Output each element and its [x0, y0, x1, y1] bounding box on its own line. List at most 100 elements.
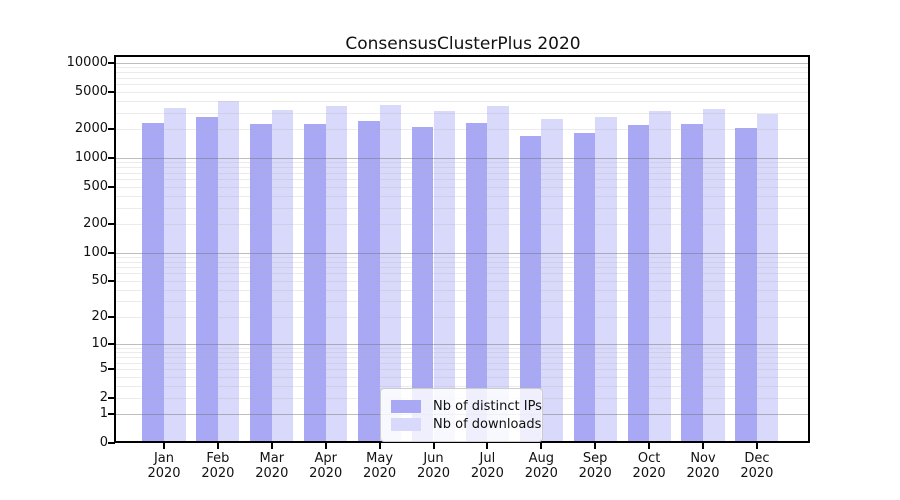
y-tick-label-5: 5 — [99, 361, 108, 377]
x-tick-month-apr: Apr — [314, 451, 337, 466]
y-tick-10000 — [108, 61, 115, 64]
y-tick-1 — [108, 413, 115, 416]
y-tick-5 — [108, 368, 115, 371]
legend-item-downloads: Nb of downloads — [391, 416, 541, 432]
x-tick-feb — [216, 443, 219, 449]
y-tick-label-10: 10 — [91, 336, 108, 352]
y-tick-2000 — [108, 128, 115, 131]
y-tick-100 — [108, 251, 115, 254]
y-tick-label-2: 2 — [99, 389, 108, 405]
x-tick-year-aug: 2020 — [524, 466, 558, 481]
y-tick-label-200: 200 — [83, 216, 108, 232]
x-tick-may — [378, 443, 381, 449]
x-tick-year-jun: 2020 — [416, 466, 451, 481]
x-tick-month-may: May — [366, 451, 394, 466]
bar-nb-of-distinct-ips-oct — [627, 125, 650, 443]
y-tick-label-1: 1 — [99, 406, 108, 422]
bar-nb-of-distinct-ips-dec — [735, 128, 757, 443]
x-tick-month-oct: Oct — [637, 451, 661, 466]
bar-nb-of-distinct-ips-jan — [142, 123, 164, 443]
y-tick-label-100: 100 — [83, 244, 108, 260]
legend-swatch-distinct-ips-icon — [391, 399, 421, 413]
x-tick-label-dec: Dec 2020 — [725, 451, 789, 481]
y-tick-20 — [108, 316, 115, 319]
x-tick-year-feb: 2020 — [201, 466, 235, 481]
plot-area: Nb of distinct IPs Nb of downloads — [116, 57, 810, 443]
bar-nb-of-downloads-nov — [703, 109, 725, 443]
bar-nb-of-distinct-ips-mar — [250, 123, 272, 443]
x-tick-nov — [702, 443, 704, 449]
chart-title: ConsensusClusterPlus 2020 — [345, 34, 581, 54]
y-tick-label-500: 500 — [83, 178, 108, 194]
bar-nb-of-distinct-ips-aug — [519, 135, 542, 443]
legend: Nb of distinct IPs Nb of downloads — [380, 388, 543, 442]
x-tick-mar — [270, 443, 273, 449]
x-tick-label-feb: Feb 2020 — [186, 451, 250, 481]
y-tick-2 — [108, 396, 115, 399]
x-tick-month-feb: Feb — [206, 451, 230, 466]
bar-nb-of-downloads-jul — [487, 105, 509, 443]
y-tick-label-2000: 2000 — [74, 121, 108, 137]
x-tick-year-jul: 2020 — [470, 466, 504, 481]
bar-nb-of-downloads-oct — [649, 110, 671, 443]
x-tick-label-sep: Sep 2020 — [563, 451, 627, 481]
legend-item-distinct-ips: Nb of distinct IPs — [391, 398, 542, 414]
y-tick-label-50: 50 — [91, 272, 108, 288]
x-tick-jan — [163, 443, 165, 449]
x-tick-month-dec: Dec — [744, 451, 770, 466]
x-tick-dec — [755, 443, 758, 449]
bar-nb-of-downloads-feb — [217, 101, 240, 443]
legend-label-distinct-ips: Nb of distinct IPs — [433, 398, 542, 414]
bar-nb-of-distinct-ips-jul — [465, 123, 488, 443]
y-tick-label-0: 0 — [99, 435, 108, 450]
x-tick-year-dec: 2020 — [740, 466, 774, 481]
x-tick-label-oct: Oct 2020 — [617, 451, 681, 481]
x-tick-sep — [594, 443, 597, 449]
x-tick-year-may: 2020 — [363, 466, 397, 481]
x-tick-label-mar: Mar 2020 — [240, 451, 304, 481]
x-tick-aug — [540, 443, 543, 449]
y-tick-label-5000: 5000 — [74, 83, 108, 99]
bar-nb-of-distinct-ips-apr — [304, 124, 326, 443]
bar-nb-of-downloads-apr — [325, 105, 348, 443]
x-tick-year-jan: 2020 — [147, 466, 181, 481]
bar-nb-of-distinct-ips-nov — [681, 124, 703, 443]
x-tick-year-mar: 2020 — [255, 466, 289, 481]
x-tick-label-apr: Apr 2020 — [294, 451, 358, 481]
bar-nb-of-downloads-mar — [271, 109, 294, 443]
y-tick-label-20: 20 — [91, 309, 108, 325]
y-tick-500 — [108, 185, 115, 188]
x-tick-label-jun: Jun 2020 — [402, 451, 466, 481]
y-tick-10 — [108, 343, 115, 346]
bars-layer — [116, 57, 810, 443]
x-tick-month-mar: Mar — [259, 451, 285, 466]
bar-nb-of-downloads-dec — [756, 114, 779, 443]
x-tick-oct — [648, 443, 651, 449]
x-tick-label-may: May 2020 — [348, 451, 412, 481]
x-tick-year-nov: 2020 — [686, 466, 720, 481]
bar-nb-of-distinct-ips-jun — [411, 126, 434, 443]
y-tick-0 — [108, 442, 115, 444]
x-tick-month-sep: Sep — [582, 451, 608, 466]
y-tick-5000 — [108, 90, 115, 93]
x-tick-label-jul: Jul 2020 — [455, 451, 519, 481]
bar-nb-of-distinct-ips-sep — [573, 132, 596, 443]
y-tick-label-10000: 10000 — [66, 54, 108, 70]
x-tick-year-sep: 2020 — [578, 466, 612, 481]
bar-nb-of-downloads-jan — [164, 107, 186, 443]
y-tick-200 — [108, 223, 115, 226]
legend-swatch-downloads-icon — [391, 417, 421, 431]
x-tick-month-nov: Nov — [690, 451, 716, 466]
bar-nb-of-downloads-sep — [595, 116, 617, 443]
y-tick-label-1000: 1000 — [74, 149, 108, 165]
x-tick-month-jul: Jul — [479, 451, 496, 466]
y-tick-50 — [108, 279, 115, 282]
x-tick-label-jan: Jan 2020 — [132, 451, 196, 481]
bar-nb-of-downloads-may — [379, 105, 402, 443]
x-tick-jun — [432, 443, 435, 449]
x-tick-month-jun: Jun — [423, 451, 444, 466]
x-tick-year-apr: 2020 — [309, 466, 343, 481]
x-tick-label-nov: Nov 2020 — [671, 451, 735, 481]
bar-nb-of-distinct-ips-feb — [196, 116, 218, 443]
